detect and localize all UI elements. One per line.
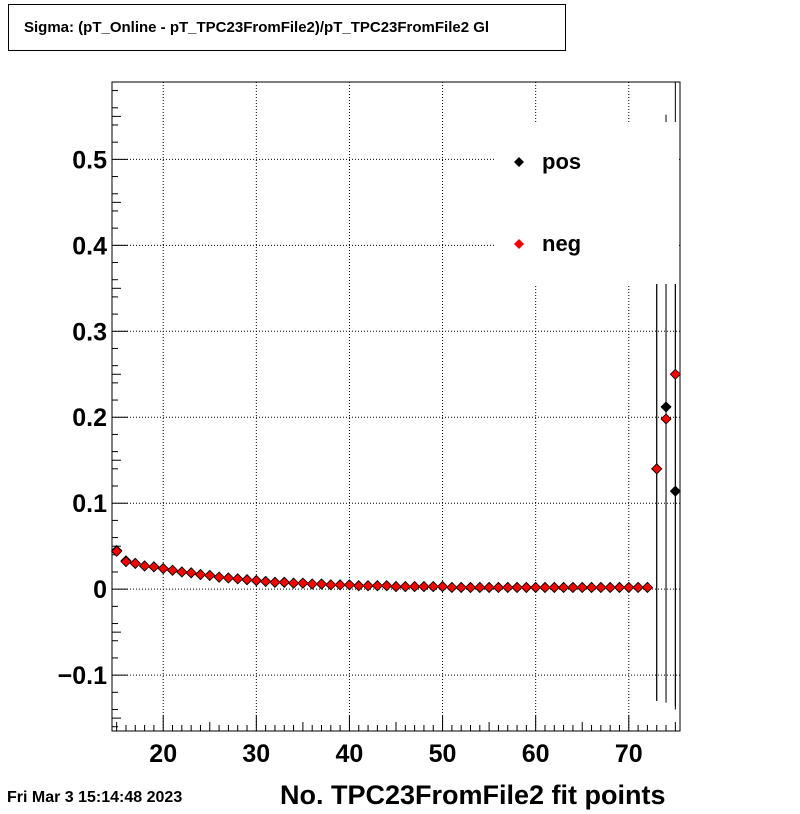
neg-point bbox=[464, 581, 477, 594]
chart-title-box: Sigma: (pT_Online - pT_TPC23FromFile2)/p… bbox=[8, 4, 566, 51]
neg-point bbox=[585, 581, 598, 594]
neg-point bbox=[492, 581, 504, 594]
neg-point bbox=[204, 569, 216, 581]
neg-point bbox=[353, 580, 365, 592]
neg-point bbox=[548, 581, 560, 594]
legend-label-neg: neg bbox=[542, 231, 582, 256]
neg-point bbox=[222, 572, 234, 584]
neg-point bbox=[139, 560, 151, 572]
neg-point bbox=[269, 576, 281, 588]
neg-point bbox=[623, 581, 635, 594]
x-tick-label: 50 bbox=[429, 740, 457, 768]
pos-point bbox=[669, 485, 681, 497]
neg-point bbox=[260, 575, 272, 587]
neg-point bbox=[558, 581, 570, 594]
legend-item-pos: pos bbox=[512, 149, 581, 175]
neg-point bbox=[278, 576, 290, 588]
neg-point bbox=[390, 581, 402, 593]
neg-point bbox=[427, 581, 439, 593]
neg-point bbox=[297, 577, 309, 589]
x-tick-label: 30 bbox=[242, 740, 270, 768]
neg-point bbox=[334, 579, 346, 591]
neg-point bbox=[232, 573, 244, 585]
x-tick-label: 20 bbox=[149, 740, 177, 768]
x-axis-title: No. TPC23FromFile2 fit points bbox=[280, 780, 666, 810]
neg-point bbox=[111, 545, 123, 557]
neg-point bbox=[651, 463, 663, 475]
neg-point bbox=[120, 556, 132, 568]
neg-point bbox=[436, 581, 449, 593]
neg-point bbox=[483, 581, 495, 594]
neg-point bbox=[129, 557, 141, 569]
y-tick-label: 0.1 bbox=[72, 490, 107, 518]
neg-point bbox=[632, 581, 644, 594]
neg-point bbox=[567, 581, 579, 594]
neg-point bbox=[669, 368, 681, 380]
neg-point bbox=[176, 566, 188, 578]
neg-point bbox=[446, 581, 458, 594]
neg-point bbox=[576, 581, 588, 594]
timestamp: Fri Mar 3 15:14:48 2023 bbox=[7, 789, 183, 806]
neg-point bbox=[595, 581, 607, 594]
neg-point bbox=[194, 568, 207, 581]
neg-point bbox=[185, 567, 197, 579]
neg-point bbox=[213, 571, 225, 583]
neg-point bbox=[641, 581, 653, 594]
neg-point bbox=[418, 581, 430, 593]
neg-point bbox=[288, 577, 300, 589]
neg-point bbox=[520, 581, 532, 594]
y-tick-label: 0 bbox=[93, 576, 107, 604]
neg-point bbox=[371, 580, 383, 592]
legend-item-neg: neg bbox=[512, 231, 581, 257]
pos-point bbox=[660, 401, 672, 413]
neg-point bbox=[604, 581, 616, 594]
y-tick-label: 0.5 bbox=[72, 146, 107, 174]
neg-point bbox=[157, 562, 169, 575]
neg-point bbox=[241, 574, 253, 586]
neg-point bbox=[250, 575, 262, 587]
neg-point bbox=[315, 578, 328, 590]
neg-point bbox=[325, 579, 337, 591]
neg-point bbox=[502, 581, 514, 594]
neg-point bbox=[166, 564, 179, 576]
y-tick-label: 0.4 bbox=[72, 232, 107, 260]
x-tick-label: 70 bbox=[615, 740, 643, 768]
y-tick-label: 0.2 bbox=[72, 404, 107, 432]
neg-point bbox=[306, 578, 318, 590]
neg-point bbox=[381, 580, 393, 592]
legend: pos neg bbox=[496, 122, 678, 284]
neg-point bbox=[399, 581, 411, 593]
neg-point bbox=[362, 580, 374, 592]
neg-point bbox=[530, 581, 542, 594]
neg-point bbox=[539, 581, 551, 594]
x-tick-label: 60 bbox=[522, 740, 550, 768]
neg-point bbox=[511, 581, 523, 594]
legend-label-pos: pos bbox=[542, 149, 582, 174]
neg-point bbox=[474, 581, 486, 594]
y-tick-label: −0.1 bbox=[58, 662, 107, 690]
neg-point bbox=[455, 581, 467, 594]
pos-marker-icon bbox=[514, 157, 524, 167]
x-tick-label: 40 bbox=[336, 740, 364, 768]
neg-point bbox=[343, 579, 356, 591]
neg-point bbox=[660, 413, 672, 425]
neg-point bbox=[148, 561, 160, 573]
y-tick-label: 0.3 bbox=[72, 318, 107, 346]
chart-title: Sigma: (pT_Online - pT_TPC23FromFile2)/p… bbox=[24, 19, 490, 36]
neg-point bbox=[613, 581, 626, 594]
neg-point bbox=[409, 581, 421, 593]
neg-marker-icon bbox=[514, 239, 524, 249]
